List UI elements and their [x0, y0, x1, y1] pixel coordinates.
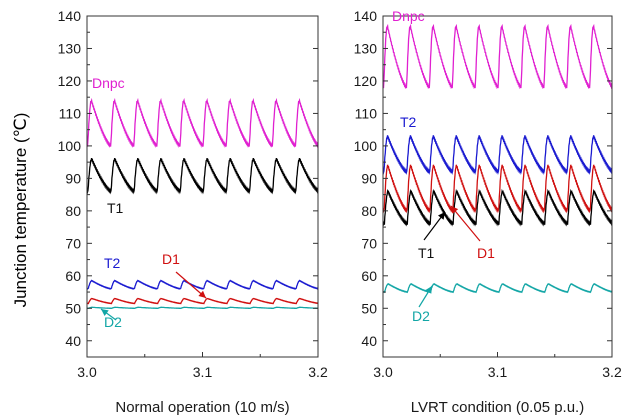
series-line-t1	[383, 188, 612, 227]
y-tick-label: 140	[354, 8, 378, 24]
y-tick-label: 70	[65, 235, 81, 251]
annotation-arrow-head	[198, 290, 206, 298]
panel-normal-operation: 40 50 60 70 80 90 100 110 120 130 140 3.0 3.1 3.2 Norm…	[58, 8, 328, 416]
series-label-d2: D2	[104, 314, 122, 330]
series-line-dnpc	[383, 23, 612, 90]
series-label-t2: T2	[400, 114, 417, 130]
annotation-arrow-line	[450, 205, 481, 242]
annotation-arrow-head	[451, 206, 459, 214]
x-axis-title: LVRT condition (0.05 p.u.)	[411, 399, 584, 416]
y-tick-label: 100	[354, 138, 378, 154]
series-line-d1	[383, 164, 612, 214]
y-tick-label: 140	[58, 8, 82, 24]
y-tick-label: 50	[65, 300, 81, 316]
series-label-dnpc: Dnpc	[392, 8, 425, 24]
y-tick-label: 100	[58, 138, 82, 154]
series-line-dnpc	[87, 97, 318, 148]
series-label-d1: D1	[162, 251, 180, 267]
series-line-d2	[87, 306, 318, 309]
x-tick-label: 3.0	[373, 364, 393, 380]
series-label-t2: T2	[104, 255, 121, 271]
x-tick-label: 3.2	[308, 364, 328, 380]
series-label-d1: D1	[477, 245, 495, 261]
x-tick-label: 3.0	[77, 364, 97, 380]
series-line-t2	[87, 279, 318, 290]
y-tick-label: 110	[355, 105, 378, 121]
x-axis-title: Normal operation (10 m/s)	[115, 399, 289, 416]
annotation-arrow-head	[438, 212, 445, 220]
x-tick-label: 3.2	[602, 364, 622, 380]
y-tick-label: 40	[65, 333, 81, 349]
y-tick-label: 90	[65, 170, 81, 186]
y-tick-label: 80	[65, 203, 81, 219]
series-line-d1	[87, 297, 318, 305]
series-label-t1: T1	[107, 200, 124, 216]
y-tick-label: 40	[361, 333, 377, 349]
x-tick-label: 3.1	[488, 364, 508, 380]
y-tick-label: 90	[361, 170, 377, 186]
y-tick-label: 130	[58, 40, 82, 56]
y-tick-label: 120	[58, 73, 82, 89]
plot-frame	[86, 15, 319, 358]
y-tick-label: 60	[65, 268, 81, 284]
y-tick-label: 130	[354, 40, 378, 56]
y-tick-label: 80	[361, 203, 377, 219]
y-tick-label: 70	[361, 235, 377, 251]
annotation-arrow-head	[425, 286, 432, 294]
panel-lvrt-condition: 40 50 60 70 80 90 100 110 120 130 140 3.0 3.1 3.2 LVRT…	[354, 8, 622, 416]
series-line-d2	[383, 283, 612, 294]
x-tick-label: 3.1	[193, 364, 213, 380]
annotation-arrow-head	[101, 309, 109, 316]
y-tick-label: 120	[354, 73, 378, 89]
series-label-d2: D2	[412, 308, 430, 324]
series-line-t2	[383, 135, 612, 175]
series-line-t1	[87, 157, 318, 195]
y-tick-label: 60	[361, 268, 377, 284]
y-tick-label: 50	[361, 300, 377, 316]
series-label-dnpc: Dnpc	[92, 75, 125, 91]
series-label-t1: T1	[418, 245, 435, 261]
y-tick-label: 110	[59, 105, 82, 121]
y-axis-title: Junction temperature (℃)	[11, 113, 30, 308]
